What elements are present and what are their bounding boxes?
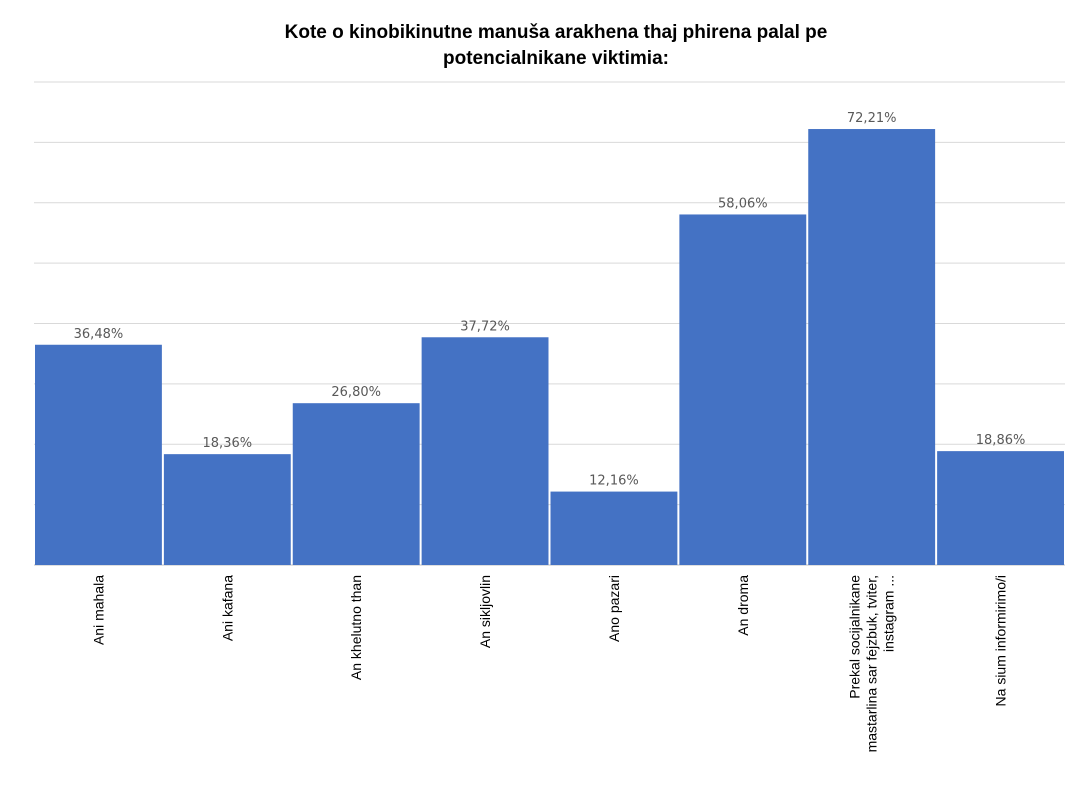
bar: [35, 344, 162, 565]
category-label: An sikljovlin: [477, 575, 493, 648]
bar: [679, 214, 807, 565]
data-label: 12,16%: [589, 474, 639, 489]
category-labels: Ani mahala Ani kafana An khelutno than An s…: [90, 575, 1008, 753]
category-label: Ani mahala: [90, 575, 106, 645]
data-label: 37,72%: [460, 319, 510, 334]
category-label: Ano pazari: [606, 575, 622, 642]
data-label: 58,06%: [718, 196, 768, 211]
bar: [292, 403, 420, 565]
data-label: 18,36%: [203, 436, 253, 451]
bars: [35, 129, 1064, 566]
category-label: Prekal socijalnikane: [847, 575, 863, 699]
category-label: Ani kafana: [219, 575, 235, 641]
chart-title-line-1: Kote o kinobikinutne manuša arakhena tha…: [285, 22, 828, 43]
bar: [937, 451, 1064, 565]
bar: [550, 491, 678, 565]
bar: [421, 337, 549, 565]
category-label: An droma: [735, 575, 751, 636]
data-label: 18,86%: [976, 433, 1026, 448]
data-label: 72,21%: [847, 111, 897, 126]
category-label: mastarlina sar fejzbuk, tviter,: [864, 575, 880, 752]
data-label: 26,80%: [331, 385, 381, 400]
data-labels: 36,48% 18,36% 26,80% 37,72% 12,16% 58,06% 72,2…: [74, 111, 1026, 489]
category-label: Na sium informirimo/i: [993, 575, 1009, 706]
bar: [163, 454, 291, 565]
bar: [808, 129, 936, 566]
category-label: instagram ...: [881, 575, 897, 652]
category-label: An khelutno than: [348, 575, 364, 680]
data-label: 36,48%: [74, 327, 124, 342]
chart-title-line-2: potencialnikane viktimia:: [443, 48, 669, 69]
